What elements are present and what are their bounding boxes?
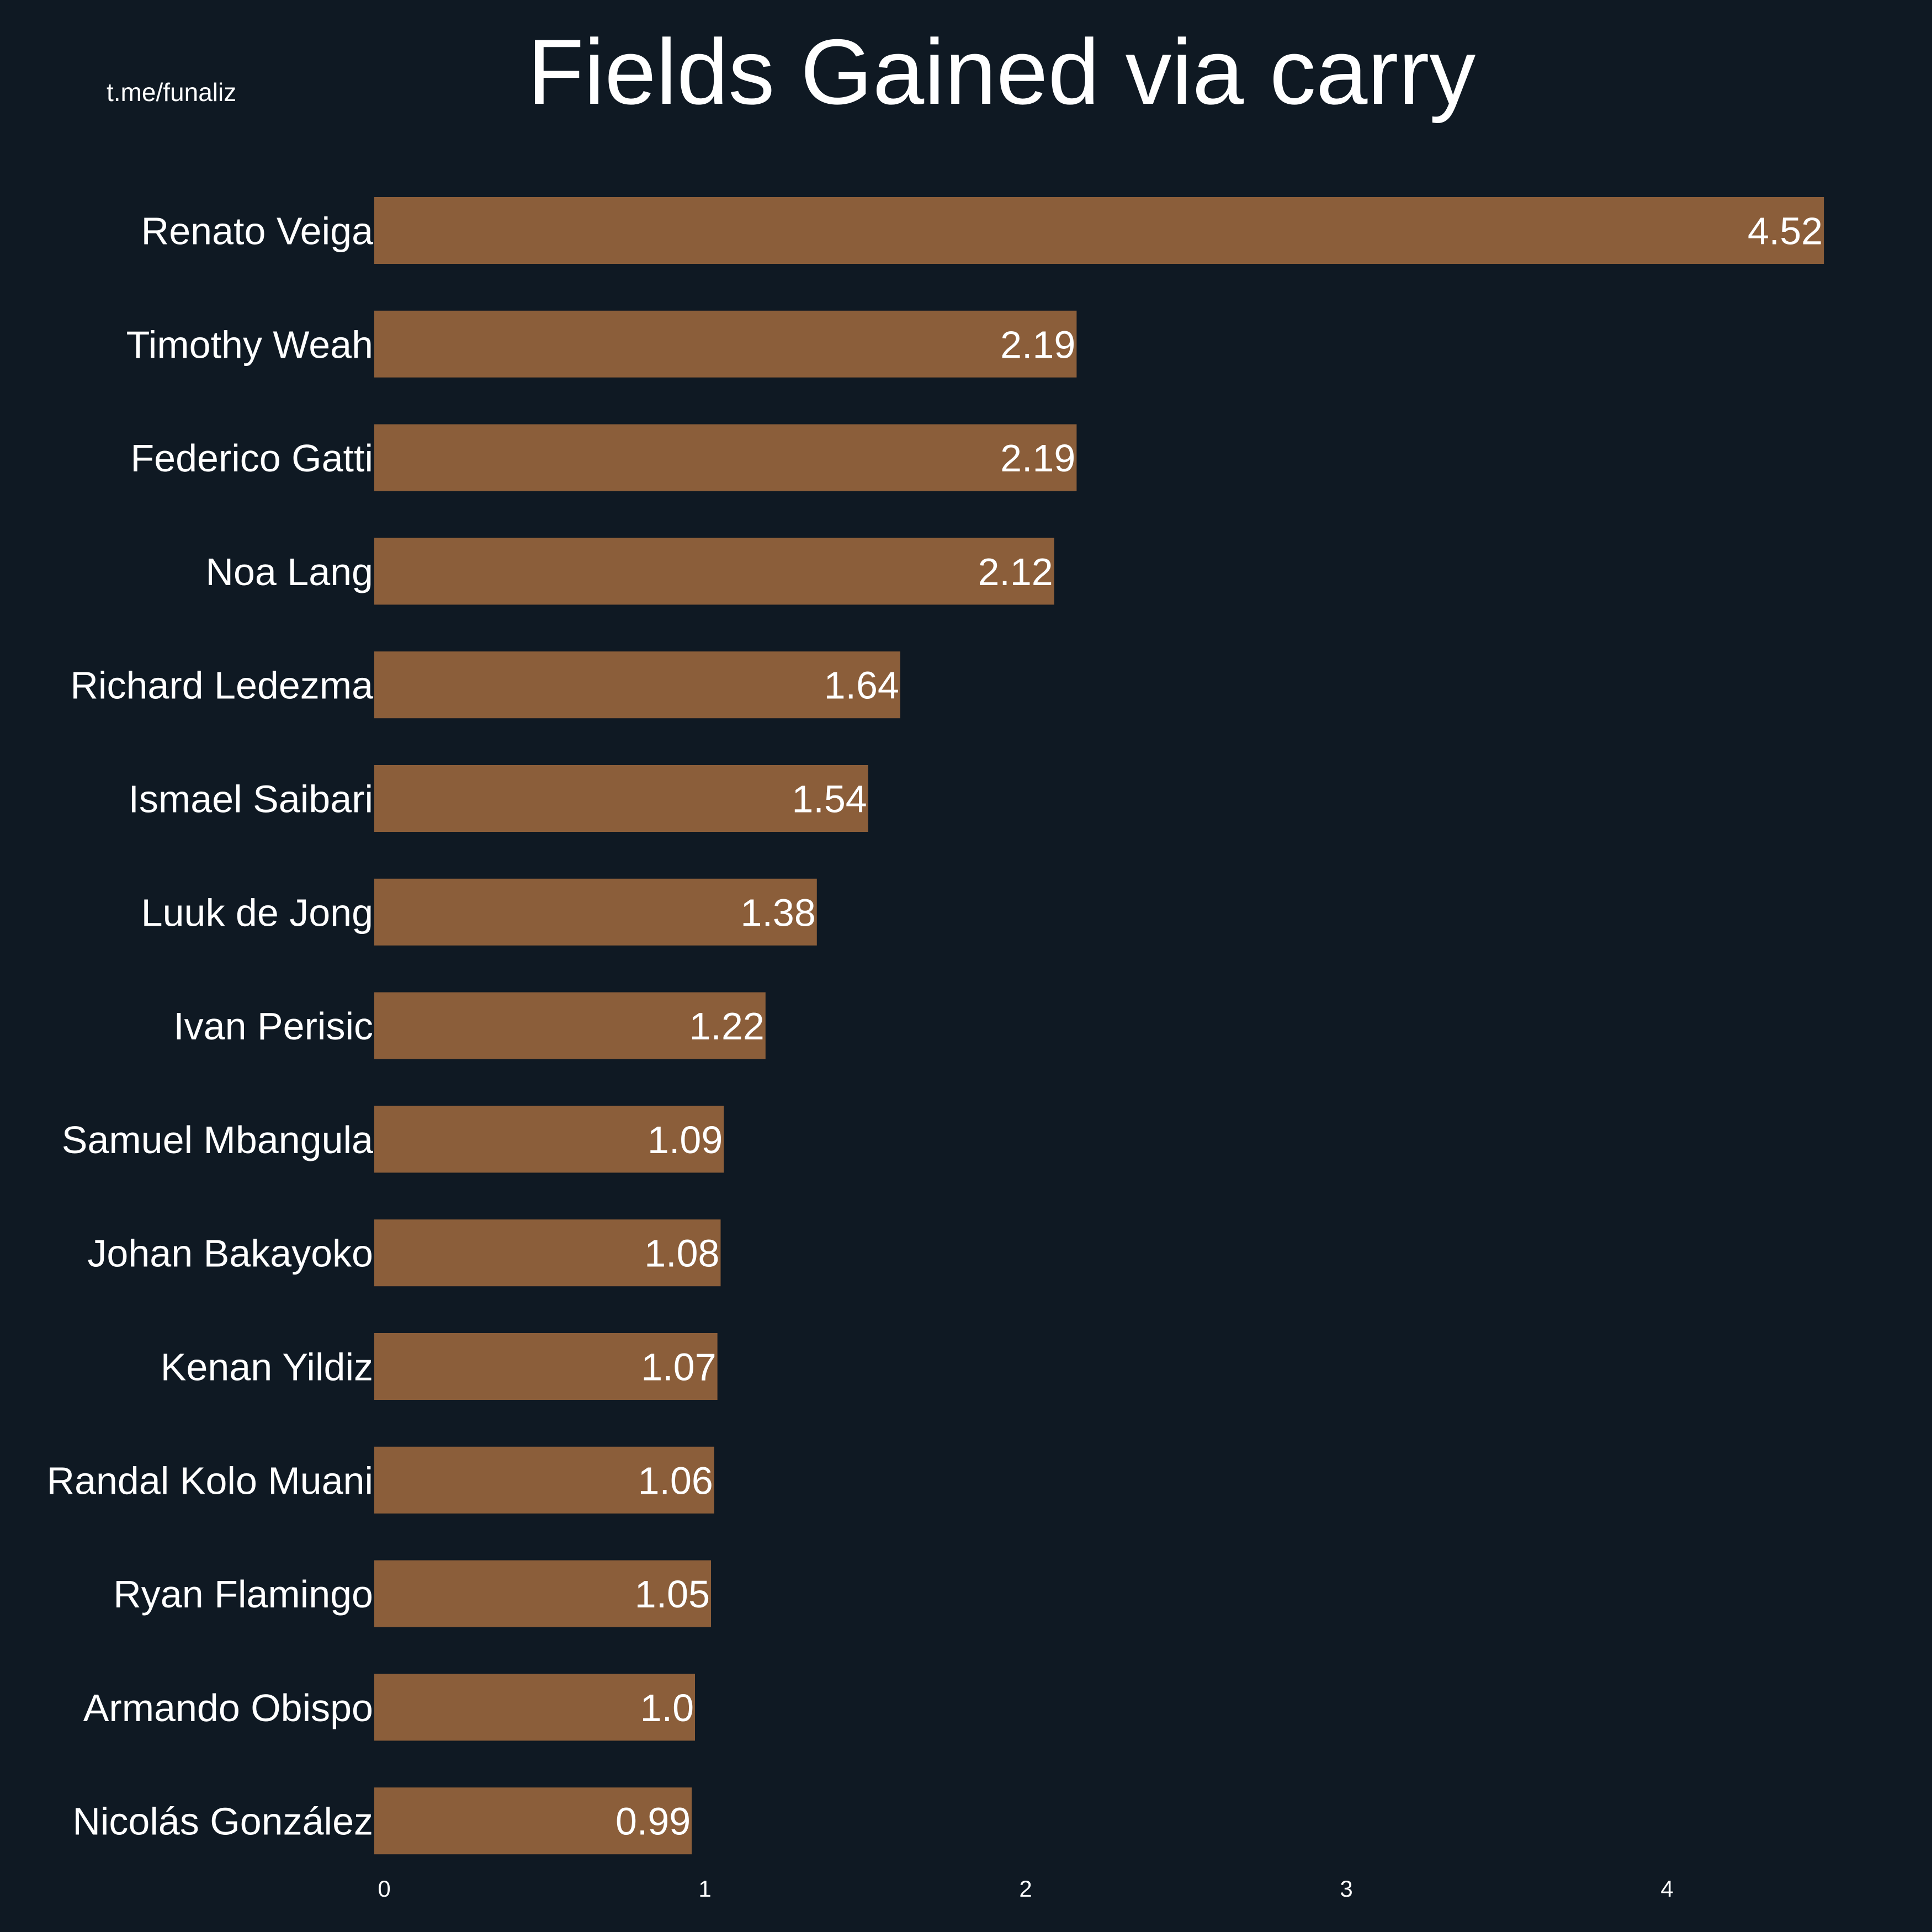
category-label: Timothy Weah xyxy=(126,323,373,366)
value-label: 1.64 xyxy=(824,664,899,707)
bar xyxy=(374,1674,695,1741)
chart-title: Fields Gained via carry xyxy=(527,20,1476,124)
bar xyxy=(374,424,1077,491)
category-label: Richard Ledezma xyxy=(70,664,373,707)
value-label: 4.52 xyxy=(1748,210,1823,253)
x-tick-label: 0 xyxy=(378,1876,390,1902)
value-label: 2.19 xyxy=(1000,323,1075,366)
category-label: Luuk de Jong xyxy=(141,891,373,934)
x-tick-label: 2 xyxy=(1019,1876,1032,1902)
watermark: t.me/funaliz xyxy=(107,78,237,107)
bar xyxy=(374,765,868,832)
category-label: Renato Veiga xyxy=(141,210,373,253)
bar xyxy=(374,197,1824,264)
bar xyxy=(374,1787,692,1855)
category-label: Kenan Yildiz xyxy=(161,1346,373,1389)
bar xyxy=(374,538,1054,605)
value-label: 1.08 xyxy=(644,1232,719,1275)
category-label: Armando Obispo xyxy=(83,1686,373,1729)
x-tick-label: 1 xyxy=(698,1876,711,1902)
x-tick-label: 4 xyxy=(1660,1876,1673,1902)
bar xyxy=(374,651,900,719)
bar xyxy=(374,992,766,1059)
category-label: Johan Bakayoko xyxy=(87,1232,373,1275)
bar xyxy=(374,1106,724,1173)
category-label: Federico Gatti xyxy=(130,437,373,480)
category-label: Samuel Mbangula xyxy=(62,1118,373,1161)
value-label: 1.06 xyxy=(638,1459,713,1502)
bar xyxy=(374,1446,714,1514)
value-label: 1.09 xyxy=(647,1118,723,1161)
value-label: 1.38 xyxy=(741,891,816,934)
bar xyxy=(374,1219,721,1287)
value-label: 1.0 xyxy=(640,1686,694,1729)
category-label: Noa Lang xyxy=(205,550,373,593)
value-label: 2.19 xyxy=(1000,437,1075,480)
bar xyxy=(374,310,1077,378)
value-label: 1.22 xyxy=(689,1005,765,1048)
bar xyxy=(374,1333,718,1400)
category-label: Randal Kolo Muani xyxy=(47,1459,373,1502)
value-label: 1.05 xyxy=(635,1573,710,1616)
category-label: Nicolás González xyxy=(72,1800,373,1843)
category-label: Ryan Flamingo xyxy=(113,1573,373,1616)
bar xyxy=(374,878,817,946)
value-label: 2.12 xyxy=(978,550,1053,593)
x-tick-label: 3 xyxy=(1340,1876,1352,1902)
value-label: 0.99 xyxy=(615,1800,691,1843)
bar xyxy=(374,1560,712,1627)
value-label: 1.07 xyxy=(641,1346,716,1389)
category-label: Ismael Saibari xyxy=(128,778,373,821)
value-label: 1.54 xyxy=(792,778,867,821)
category-label: Ivan Perisic xyxy=(173,1005,373,1048)
